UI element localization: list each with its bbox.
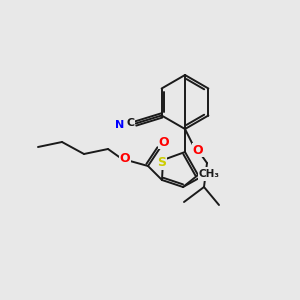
Text: N: N <box>115 121 124 130</box>
Text: CH₃: CH₃ <box>199 169 220 179</box>
Text: C: C <box>127 118 135 128</box>
Text: N: N <box>199 167 209 181</box>
Text: S: S <box>158 157 166 169</box>
Text: O: O <box>159 136 169 148</box>
Text: O: O <box>193 143 203 157</box>
Text: O: O <box>120 152 130 166</box>
